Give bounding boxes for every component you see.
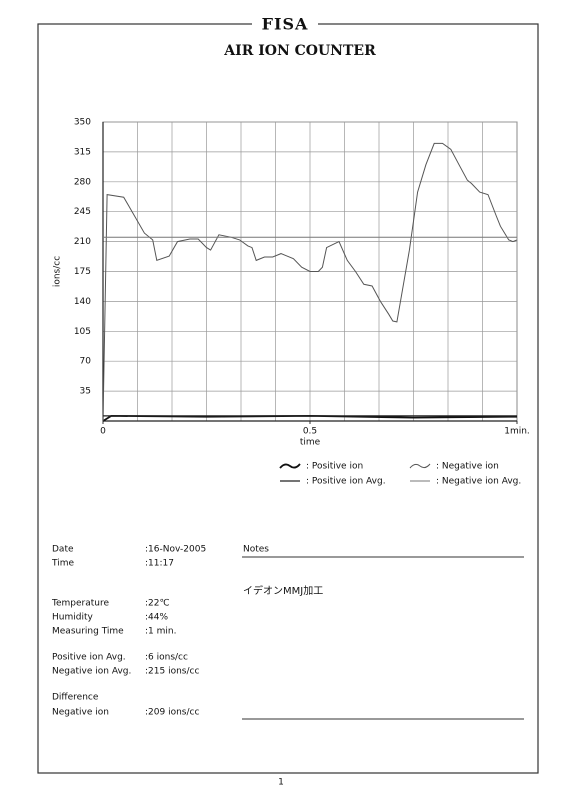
notes-heading: Notes bbox=[243, 545, 269, 555]
chart: 35 70 105 140 175 210 245 280 315 350 0 0.5 1min. tim… bbox=[53, 118, 530, 487]
info-label: Humidity bbox=[52, 613, 93, 623]
x-tick-label: 0 bbox=[100, 427, 106, 437]
x-tick-label: 1min. bbox=[504, 427, 530, 437]
info-label: Positive ion Avg. bbox=[52, 653, 126, 663]
info-label: Measuring Time bbox=[52, 627, 124, 637]
y-tick-label: 70 bbox=[80, 357, 92, 367]
info-value: :44% bbox=[145, 613, 168, 623]
info-label: Negative ion Avg. bbox=[52, 667, 131, 677]
legend-label: : Negative ion bbox=[436, 462, 499, 472]
legend-label: : Positive ion bbox=[306, 462, 363, 472]
info-value: :16-Nov-2005 bbox=[145, 545, 206, 555]
logo: FISA bbox=[262, 15, 309, 34]
info-value: :6 ions/cc bbox=[145, 653, 188, 663]
info: Date :16-Nov-2005 Time :11:17 Temperatur… bbox=[51, 545, 206, 718]
info-label: Difference bbox=[52, 693, 99, 703]
legend-label: : Negative ion Avg. bbox=[436, 477, 521, 487]
info-value: :215 ions/cc bbox=[145, 667, 199, 677]
info-value: :209 ions/cc bbox=[145, 708, 199, 718]
info-value: :22℃ bbox=[145, 599, 170, 609]
info-value: :1 min. bbox=[145, 627, 176, 637]
info-label: Temperature bbox=[51, 599, 109, 609]
y-tick-label: 35 bbox=[80, 387, 91, 397]
legend-swatch bbox=[279, 463, 301, 469]
page-number: 1 bbox=[278, 778, 284, 788]
notes-text: イデオンMMJ加工 bbox=[243, 584, 323, 597]
logo-backdrop bbox=[252, 14, 318, 34]
y-tick-label: 210 bbox=[74, 237, 91, 247]
legend-swatch bbox=[409, 463, 431, 469]
title: AIR ION COUNTER bbox=[223, 43, 376, 59]
y-tick-label: 105 bbox=[74, 327, 91, 337]
legend-label: : Positive ion Avg. bbox=[306, 477, 386, 487]
y-tick-label: 280 bbox=[74, 177, 91, 187]
x-axis-label: time bbox=[300, 438, 321, 448]
y-tick-label: 350 bbox=[74, 118, 91, 128]
series-line bbox=[102, 142, 518, 422]
y-tick-label: 140 bbox=[74, 297, 91, 307]
y-tick-label: 315 bbox=[74, 147, 91, 157]
info-label: Negative ion bbox=[52, 708, 109, 718]
y-tick-label: 245 bbox=[74, 207, 91, 217]
info-value: :11:17 bbox=[145, 559, 174, 569]
y-tick-label: 175 bbox=[74, 267, 91, 277]
info-label: Time bbox=[51, 559, 74, 569]
y-axis-label: ions/cc bbox=[53, 256, 63, 287]
info-label: Date bbox=[52, 545, 74, 555]
x-tick-label: 0.5 bbox=[303, 427, 317, 437]
